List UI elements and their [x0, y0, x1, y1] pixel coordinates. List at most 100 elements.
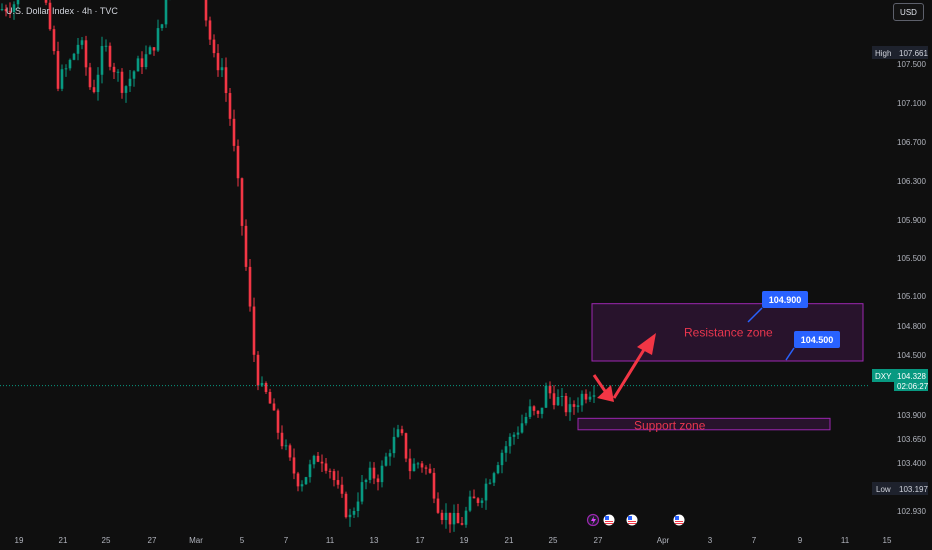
- time-tick-label: 7: [752, 536, 757, 545]
- candle-body: [576, 405, 580, 407]
- candle-body: [268, 391, 272, 404]
- chart-title: U.S. Dollar Index · 4h · TVC: [6, 6, 118, 16]
- support-zone[interactable]: [577, 417, 831, 431]
- candle-body: [428, 468, 432, 473]
- time-tick-label: 13: [370, 536, 379, 545]
- callout-104900-text: 104.900: [769, 295, 802, 305]
- time-tick-label: 19: [15, 536, 24, 545]
- candle-body: [376, 478, 380, 483]
- callout-104900[interactable]: 104.900: [747, 291, 808, 323]
- candle-body: [104, 45, 108, 47]
- currency-button[interactable]: USD: [893, 3, 924, 21]
- candle-body: [232, 118, 236, 146]
- candle-body: [536, 410, 540, 414]
- time-tick-label: 5: [240, 536, 245, 545]
- candle-body: [400, 429, 404, 434]
- candle-body: [380, 465, 384, 483]
- candle-body: [224, 67, 228, 94]
- candle-body: [480, 500, 484, 503]
- candle-body: [500, 452, 504, 466]
- candle-body: [152, 47, 156, 51]
- time-tick-label: 17: [416, 536, 425, 545]
- candle-body: [228, 93, 232, 119]
- candle-body: [256, 354, 260, 386]
- candle-body: [564, 395, 568, 413]
- time-tick-label: 9: [798, 536, 803, 545]
- price-tick-label: 107.100: [897, 99, 926, 108]
- price-axis[interactable]: 107.500 107.100 106.700 106.300 105.900 105.5…: [897, 60, 926, 516]
- candle-body: [144, 54, 148, 68]
- candle-body: [512, 434, 516, 437]
- candle-body: [540, 407, 544, 414]
- candle-body: [68, 59, 72, 69]
- candle-body: [156, 28, 160, 51]
- candle-body: [300, 484, 304, 487]
- candle-body: [420, 463, 424, 468]
- candle-body: [404, 433, 408, 459]
- candle-body: [432, 472, 436, 499]
- us-flag-event-icon[interactable]: [603, 514, 615, 526]
- candle-body: [236, 145, 240, 179]
- candle-body: [332, 471, 336, 481]
- current-value: 104.328: [897, 372, 926, 381]
- candle-body: [208, 20, 212, 40]
- candle-body: [464, 510, 468, 525]
- candle-body: [448, 512, 452, 525]
- time-axis[interactable]: 19 21 25 27 Mar 5 7 11 13 17 19 21 25 27 Apr 3 7 9 11 15: [15, 536, 892, 545]
- candle-body: [308, 464, 312, 478]
- candle-body: [272, 403, 276, 411]
- candle-body: [560, 395, 564, 397]
- us-flag-event-icon[interactable]: [673, 514, 685, 526]
- candle-body: [136, 58, 140, 72]
- candle-body: [132, 71, 136, 79]
- candle-body: [552, 393, 556, 406]
- candle-body: [416, 463, 420, 465]
- low-badge: Low 103.197: [872, 482, 928, 495]
- candle-body: [148, 47, 152, 55]
- candle-body: [124, 86, 128, 93]
- candle-body: [284, 445, 288, 447]
- high-value: 107.661: [899, 49, 928, 58]
- callout-104500[interactable]: 104.500: [785, 331, 840, 361]
- candle-body: [436, 498, 440, 513]
- price-tick-label: 105.900: [897, 216, 926, 225]
- callout-104500-text: 104.500: [801, 335, 834, 345]
- time-tick-label: 25: [102, 536, 111, 545]
- candle-body: [584, 393, 588, 400]
- candle-body: [312, 455, 316, 465]
- low-label: Low: [876, 485, 891, 494]
- candle-body: [324, 463, 328, 471]
- candle-body: [12, 4, 16, 13]
- time-tick-label: 25: [549, 536, 558, 545]
- candle-body: [96, 74, 100, 93]
- time-tick-label: 11: [841, 536, 850, 545]
- us-flag-event-icon[interactable]: [626, 514, 638, 526]
- earnings-lightning-icon[interactable]: [586, 513, 600, 527]
- candle-body: [296, 473, 300, 487]
- current-symbol: DXY: [875, 372, 892, 381]
- candle-body: [396, 429, 400, 437]
- time-tick-label: 3: [708, 536, 713, 545]
- candle-body: [264, 383, 268, 392]
- candle-body: [244, 225, 248, 267]
- countdown-timer: 02:06:27: [897, 382, 929, 391]
- candle-body: [72, 53, 76, 60]
- candle-body: [364, 479, 368, 483]
- candle-body: [304, 477, 308, 485]
- candle-body: [520, 423, 524, 433]
- candle-body: [120, 71, 124, 93]
- price-tick-label: 103.400: [897, 459, 926, 468]
- candle-body: [64, 68, 68, 70]
- price-tick-label: 107.500: [897, 60, 926, 69]
- candle-body: [212, 39, 216, 54]
- candle-body: [16, 0, 20, 5]
- candle-body: [468, 496, 472, 511]
- high-badge: High 107.661: [872, 46, 928, 59]
- candle-body: [80, 40, 84, 45]
- price-tick-label: 105.100: [897, 292, 926, 301]
- time-tick-label: 15: [883, 536, 892, 545]
- candle-body: [276, 410, 280, 433]
- candle-body: [356, 501, 360, 512]
- candle-body: [0, 9, 4, 11]
